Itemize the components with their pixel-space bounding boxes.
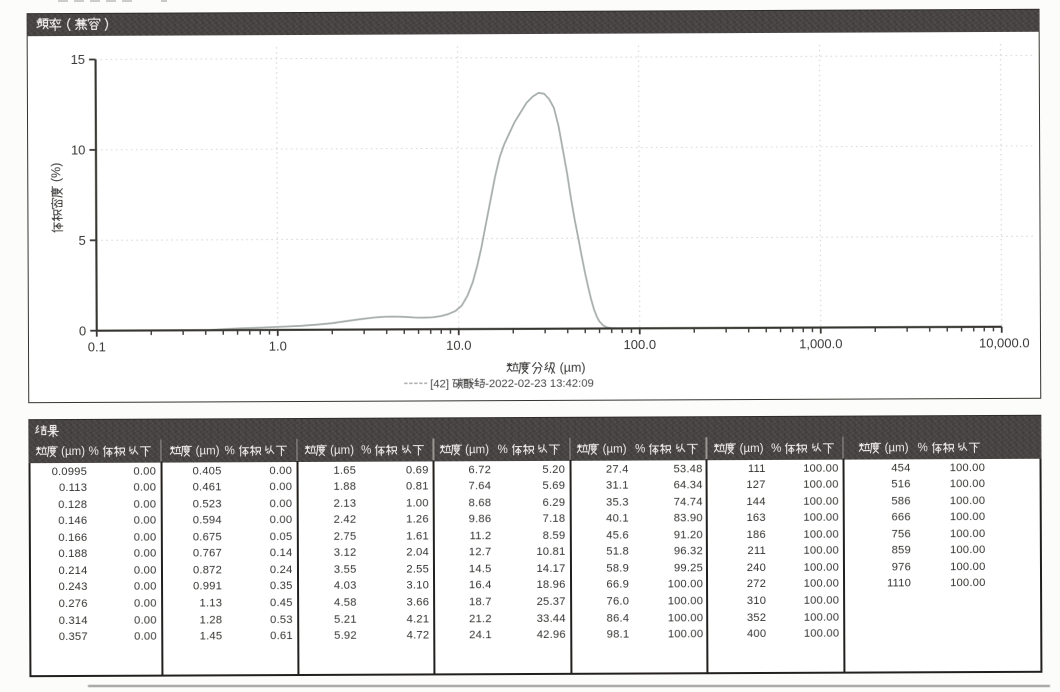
- svg-text:0.1: 0.1: [88, 339, 106, 354]
- svg-text:1.0: 1.0: [269, 339, 287, 354]
- svg-text:5: 5: [79, 233, 86, 248]
- svg-text:10.0: 10.0: [446, 338, 471, 353]
- svg-text:0: 0: [79, 323, 86, 338]
- svg-text:100.0: 100.0: [623, 337, 656, 352]
- svg-text:10: 10: [71, 142, 86, 157]
- svg-text:15: 15: [71, 52, 86, 67]
- svg-text:1,000.0: 1,000.0: [799, 336, 842, 351]
- svg-text:10,000.0: 10,000.0: [979, 335, 1030, 350]
